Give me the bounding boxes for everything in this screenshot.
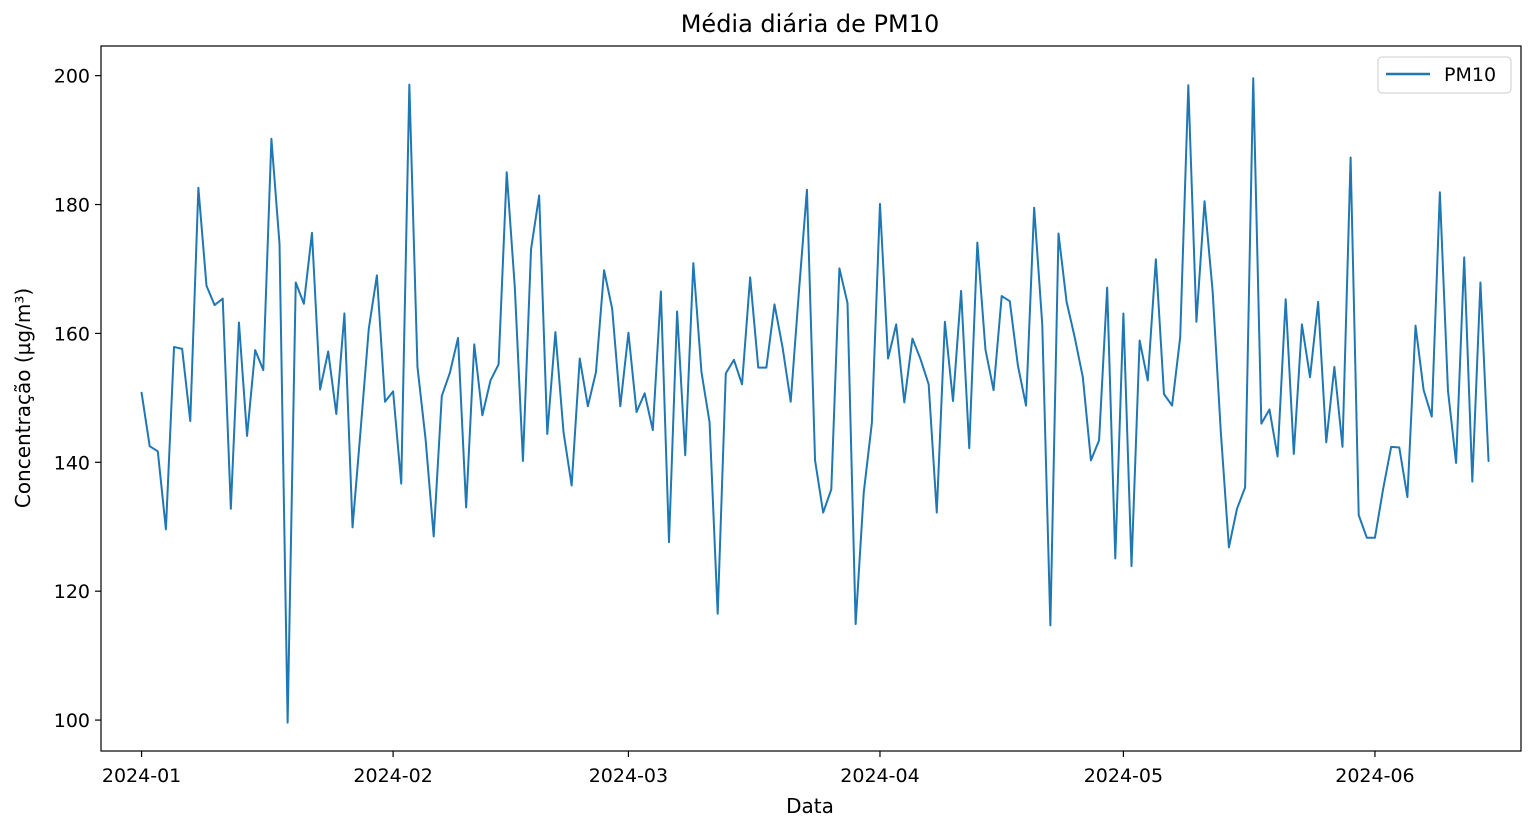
y-tick-label-120: 120: [54, 581, 90, 603]
y-tick-label-140: 140: [54, 452, 90, 474]
y-tick-label-100: 100: [54, 710, 90, 732]
x-tick-label-2024-05: 2024-05: [1084, 765, 1163, 787]
x-tick-label-2024-04: 2024-04: [840, 765, 919, 787]
x-tick-label-2024-01: 2024-01: [102, 765, 181, 787]
x-tick-label-2024-03: 2024-03: [589, 765, 668, 787]
series-line-pm10: [140, 77, 1490, 724]
legend-box: [1377, 56, 1512, 94]
y-axis-title: Concentração (µg/m³): [11, 288, 35, 508]
y-axis: 100 120 140 160 180 200: [54, 66, 101, 732]
y-tick-label-180: 180: [54, 195, 90, 217]
y-tick-label-200: 200: [54, 66, 90, 88]
x-axis-title: Data: [786, 794, 834, 818]
x-tick-label-2024-02: 2024-02: [353, 765, 432, 787]
x-tick-label-2024-06: 2024-06: [1335, 765, 1414, 787]
legend: PM10: [1377, 56, 1512, 94]
legend-label-pm10: PM10: [1444, 64, 1496, 86]
chart-title: Média diária de PM10: [681, 10, 940, 38]
y-tick-label-160: 160: [54, 323, 90, 345]
x-axis: 2024-01 2024-02 2024-03 2024-04 2024-05 2024-…: [102, 751, 1415, 787]
plot-area-frame: [100, 45, 1522, 752]
